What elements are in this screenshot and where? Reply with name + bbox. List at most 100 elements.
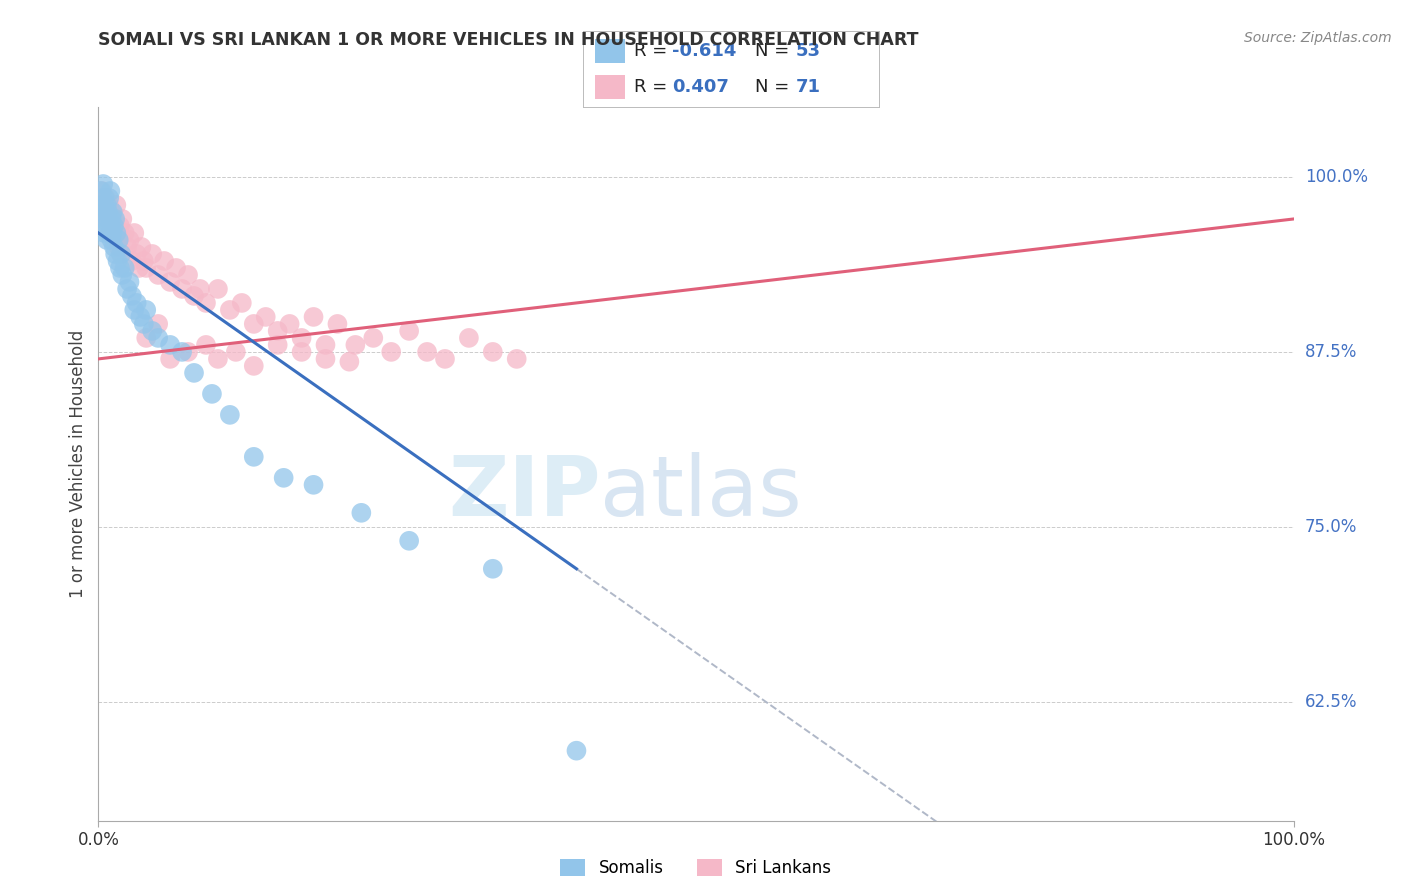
Point <box>104 247 127 261</box>
Point <box>91 211 114 226</box>
Point <box>101 205 124 219</box>
Point <box>93 191 115 205</box>
Point <box>104 233 127 247</box>
Point <box>148 268 170 282</box>
Text: 0.407: 0.407 <box>672 78 728 96</box>
Point <box>111 211 134 226</box>
Point <box>326 317 349 331</box>
Point <box>115 282 138 296</box>
Point <box>125 247 148 261</box>
Point <box>201 387 224 401</box>
Point <box>118 233 141 247</box>
Text: R =: R = <box>634 42 672 60</box>
Point <box>172 345 194 359</box>
Point <box>131 240 153 254</box>
Point <box>107 226 129 240</box>
Point <box>105 198 128 212</box>
Point <box>302 478 325 492</box>
Point <box>104 211 127 226</box>
Point <box>315 351 337 366</box>
Point <box>105 226 128 240</box>
Point <box>135 260 157 275</box>
Point <box>243 450 266 464</box>
Point <box>416 345 439 359</box>
Point <box>121 289 143 303</box>
Point <box>110 247 132 261</box>
Point <box>93 226 115 240</box>
Point <box>91 184 114 198</box>
Point <box>231 296 253 310</box>
Point <box>94 219 117 233</box>
Point <box>103 219 125 233</box>
Point <box>148 331 170 345</box>
Point <box>98 219 122 233</box>
Point <box>100 211 122 226</box>
Point <box>101 226 124 240</box>
Point <box>98 226 122 240</box>
Point <box>207 351 229 366</box>
Text: 71: 71 <box>796 78 821 96</box>
FancyBboxPatch shape <box>595 75 624 99</box>
Point <box>103 240 125 254</box>
Point <box>128 260 150 275</box>
Point <box>243 317 266 331</box>
Point <box>458 331 481 345</box>
Point <box>107 240 129 254</box>
Point <box>183 289 205 303</box>
Point <box>125 296 148 310</box>
Point <box>108 219 131 233</box>
Point <box>207 282 229 296</box>
Point <box>194 338 217 352</box>
Point <box>107 254 129 268</box>
Point <box>380 345 402 359</box>
Point <box>111 268 134 282</box>
Text: 87.5%: 87.5% <box>1305 343 1357 361</box>
Point <box>135 331 157 345</box>
Point <box>90 191 112 205</box>
Text: -0.614: -0.614 <box>672 42 737 60</box>
Point <box>433 351 456 366</box>
Point <box>100 205 122 219</box>
Point <box>254 310 277 324</box>
Text: N =: N = <box>755 78 794 96</box>
Point <box>97 211 120 226</box>
Point <box>103 211 125 226</box>
Point <box>97 211 120 226</box>
Point <box>91 198 114 212</box>
Point <box>159 351 181 366</box>
Point <box>94 191 117 205</box>
Point <box>188 282 211 296</box>
Point <box>107 233 129 247</box>
Point <box>108 260 131 275</box>
Point <box>114 260 136 275</box>
Point <box>121 254 143 268</box>
Point <box>91 198 114 212</box>
Point <box>97 205 120 219</box>
Point <box>115 240 138 254</box>
Text: SOMALI VS SRI LANKAN 1 OR MORE VEHICLES IN HOUSEHOLD CORRELATION CHART: SOMALI VS SRI LANKAN 1 OR MORE VEHICLES … <box>98 31 920 49</box>
Point <box>177 268 200 282</box>
Point <box>129 310 152 324</box>
FancyBboxPatch shape <box>595 38 624 63</box>
Point <box>153 254 176 268</box>
Point <box>98 226 121 240</box>
Point <box>290 345 312 359</box>
Point <box>267 324 290 338</box>
Point <box>225 345 247 359</box>
Point <box>124 302 146 317</box>
Text: Source: ZipAtlas.com: Source: ZipAtlas.com <box>1244 31 1392 45</box>
Point <box>114 226 136 240</box>
Point <box>344 338 367 352</box>
Legend: Somalis, Sri Lankans: Somalis, Sri Lankans <box>554 852 838 884</box>
Point <box>398 533 420 548</box>
Point <box>273 471 295 485</box>
Text: atlas: atlas <box>600 452 801 533</box>
Point <box>96 219 118 233</box>
Text: 53: 53 <box>796 42 821 60</box>
Point <box>194 296 217 310</box>
Point <box>243 359 266 373</box>
Point <box>172 282 194 296</box>
Text: ZIP: ZIP <box>449 452 600 533</box>
Point <box>398 324 420 338</box>
Point <box>96 198 118 212</box>
